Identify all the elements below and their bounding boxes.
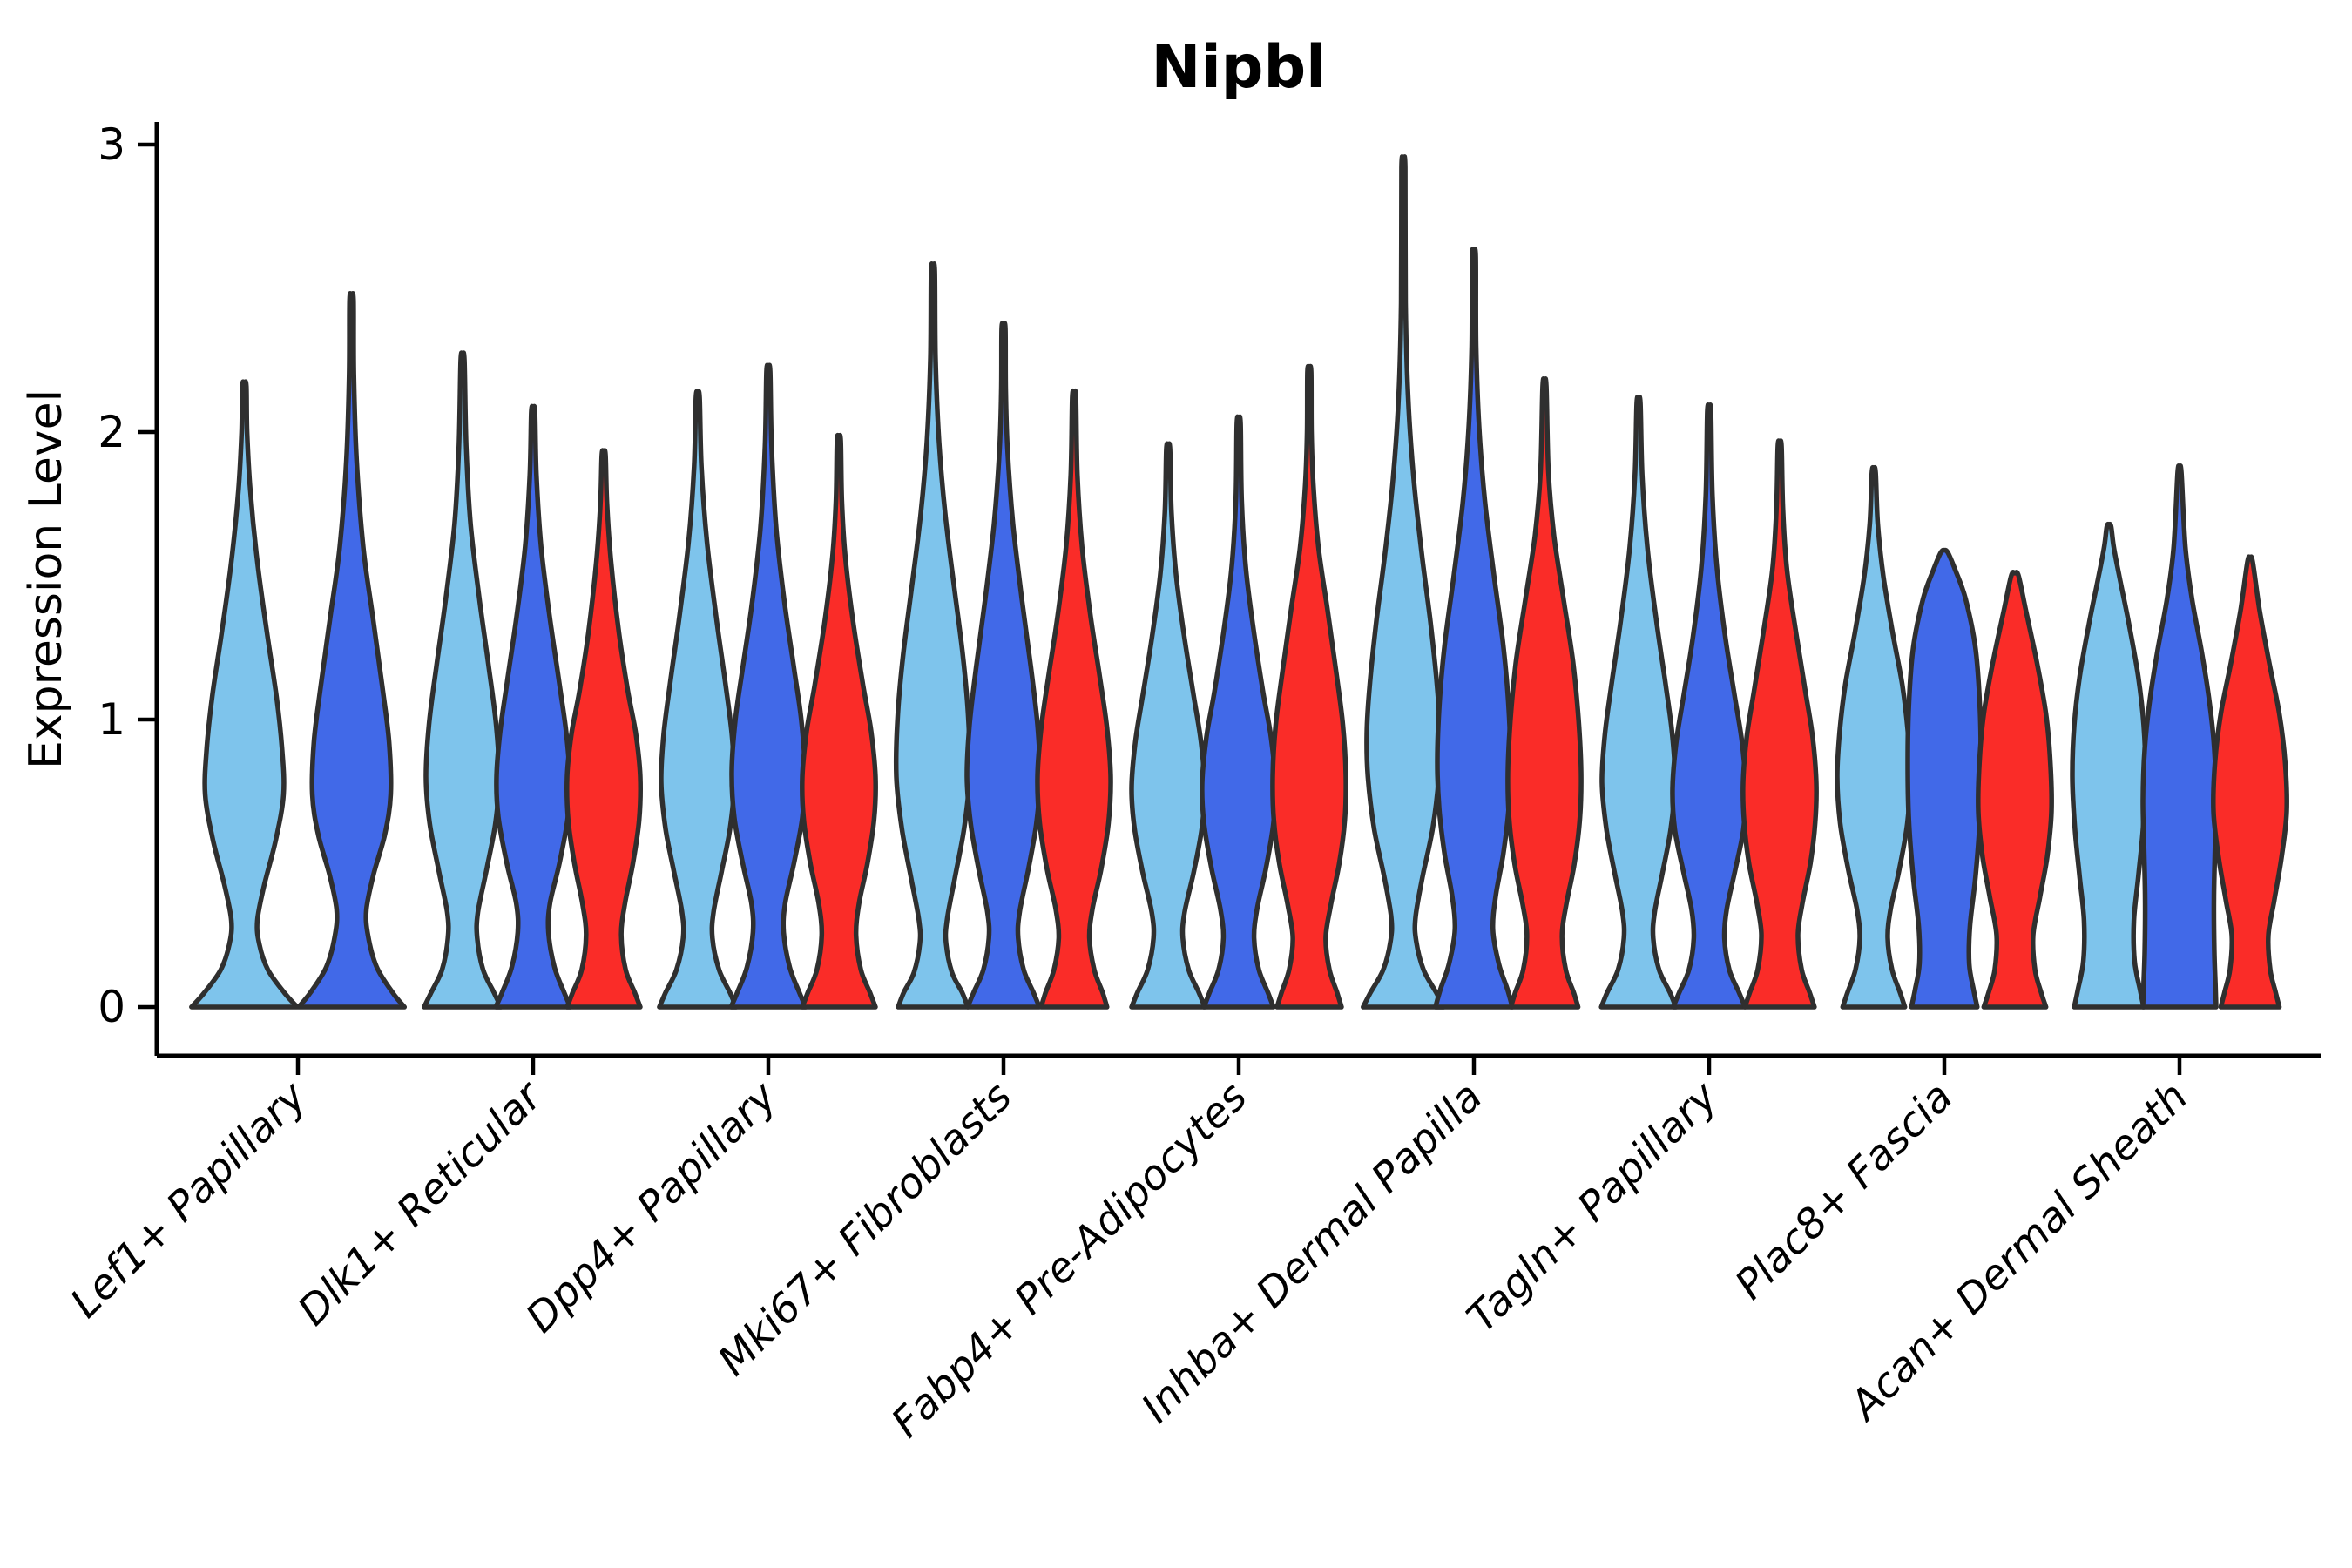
- x-tick-label: Plac8+ Fascia: [1726, 1073, 1962, 1309]
- violin: [800, 432, 878, 1010]
- violin: [1976, 570, 2054, 1010]
- violin: [1129, 441, 1207, 1010]
- violin: [493, 403, 573, 1010]
- violin-series: [189, 154, 2289, 1010]
- violin: [728, 362, 808, 1010]
- violin: [1505, 376, 1584, 1010]
- x-tick-label: Dlk1+ Reticular: [289, 1071, 553, 1335]
- violin: [2211, 554, 2289, 1010]
- x-tick-label: Dpp4+ Papillary: [517, 1072, 787, 1342]
- violin: [422, 350, 504, 1010]
- violin: [2070, 521, 2148, 1010]
- violin: [1035, 388, 1113, 1010]
- violin: [564, 448, 643, 1010]
- violin: [2140, 463, 2219, 1010]
- axes: 0 1 2 3: [98, 119, 2321, 1075]
- y-tick-label: 1: [98, 694, 125, 745]
- violin: [1740, 438, 1819, 1010]
- violin: [1905, 547, 1984, 1010]
- y-tick-label: 2: [98, 407, 125, 457]
- violin: [1433, 247, 1515, 1010]
- violin: [296, 290, 408, 1010]
- violin: [657, 389, 739, 1010]
- x-tick-label: Lef1+ Papillary: [61, 1072, 316, 1328]
- plot-title: Nipbl: [1152, 33, 1327, 102]
- violin: [1670, 402, 1748, 1010]
- y-tick-label: 0: [98, 982, 125, 1032]
- violin: [964, 321, 1043, 1010]
- violin: [1270, 363, 1348, 1010]
- violin: [1361, 154, 1446, 1010]
- y-axis-label: Expression Level: [20, 389, 72, 769]
- violin: [893, 261, 973, 1010]
- violin: [1598, 395, 1679, 1010]
- y-tick-label: 3: [98, 119, 125, 170]
- violin: [189, 379, 301, 1010]
- violin: [1200, 414, 1278, 1010]
- violin: [1835, 464, 1913, 1010]
- x-tick-label: Tagln+ Papillary: [1458, 1072, 1728, 1342]
